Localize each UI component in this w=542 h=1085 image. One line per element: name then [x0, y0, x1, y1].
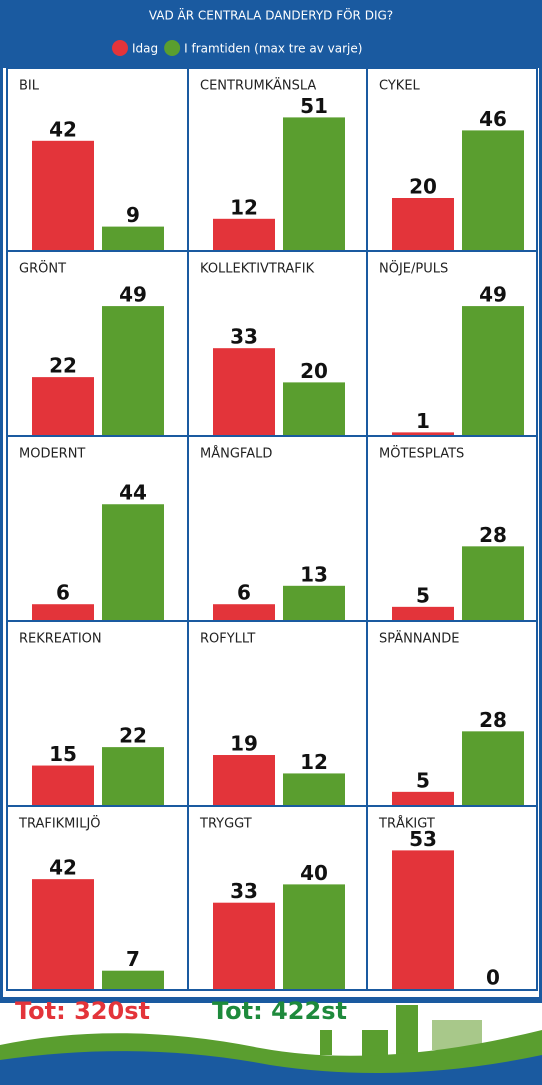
bar — [213, 902, 275, 989]
value-label: 1 — [416, 409, 430, 433]
value-label: 33 — [230, 325, 258, 349]
panel-title: ROFYLLT — [200, 632, 255, 647]
value-label: 9 — [126, 203, 140, 227]
bar — [392, 850, 454, 989]
panel-title: REKREATION — [19, 632, 102, 647]
bar — [102, 970, 164, 989]
panel-title: CENTRUMKÄNSLA — [200, 78, 316, 94]
panel-title: NÖJE/PULS — [379, 260, 448, 277]
bar — [32, 140, 94, 250]
bar — [283, 117, 345, 251]
panel-title: MÖTESPLATS — [379, 445, 464, 462]
header — [0, 0, 542, 68]
panel-title: BIL — [19, 79, 40, 94]
footer-landscape — [0, 1005, 542, 1085]
bar — [462, 731, 524, 805]
value-label: 33 — [230, 879, 258, 903]
panel-title: TRYGGT — [199, 817, 252, 832]
value-label: 15 — [49, 742, 77, 766]
tower — [396, 1005, 418, 1055]
value-label: 28 — [479, 523, 507, 547]
value-label: 22 — [49, 354, 77, 378]
bar — [283, 773, 345, 805]
bar — [102, 306, 164, 435]
value-label: 49 — [119, 283, 147, 307]
bar — [213, 218, 275, 250]
bar — [32, 879, 94, 989]
value-label: 53 — [409, 827, 437, 851]
bar — [462, 306, 524, 435]
building — [320, 1030, 332, 1055]
value-label: 6 — [237, 581, 251, 605]
value-label: 5 — [416, 583, 430, 607]
panel-title: SPÄNNANDE — [379, 631, 459, 647]
value-label: 19 — [230, 732, 258, 756]
total: Tot: 422st — [212, 997, 347, 1025]
value-label: 42 — [49, 117, 77, 141]
value-label: 44 — [119, 481, 147, 505]
value-label: 13 — [300, 562, 328, 586]
panel-title: CYKEL — [379, 79, 421, 94]
value-label: 5 — [416, 768, 430, 792]
building — [362, 1030, 388, 1058]
value-label: 42 — [49, 856, 77, 880]
value-label: 28 — [479, 708, 507, 732]
value-label: 46 — [479, 107, 507, 131]
value-label: 6 — [56, 581, 70, 605]
legend-swatch — [164, 40, 181, 56]
value-label: 51 — [300, 94, 328, 118]
title: VAD ÄR CENTRALA DANDERYD FÖR DIG? — [149, 7, 393, 23]
panel-title: TRÅKIGT — [378, 816, 435, 832]
bar — [32, 377, 94, 435]
value-label: 49 — [479, 283, 507, 307]
bar — [102, 226, 164, 250]
value-label: 20 — [409, 175, 437, 199]
panel-title: MÅNGFALD — [200, 446, 272, 462]
bar — [213, 348, 275, 435]
bar — [462, 546, 524, 620]
bar — [392, 606, 454, 620]
bar — [102, 504, 164, 620]
panel-title: GRÖNT — [19, 260, 66, 277]
total: Tot: 320st — [15, 997, 150, 1025]
bar — [32, 765, 94, 805]
value-label: 12 — [300, 750, 328, 774]
bar — [462, 130, 524, 250]
panel-title: MODERNT — [19, 447, 85, 462]
legend-swatch — [112, 40, 128, 56]
value-label: 20 — [300, 359, 328, 383]
bar — [283, 884, 345, 989]
value-label: 0 — [486, 966, 500, 990]
bar — [392, 198, 454, 250]
bar — [213, 755, 275, 805]
bar — [392, 791, 454, 805]
legend-label: I framtiden (max tre av varje) — [184, 42, 362, 56]
panel-title: KOLLEKTIVTRAFIK — [200, 262, 315, 277]
bar — [283, 585, 345, 620]
bar — [213, 604, 275, 620]
bar — [283, 382, 345, 435]
bar — [392, 432, 454, 435]
value-label: 40 — [300, 861, 328, 885]
value-label: 22 — [119, 724, 147, 748]
water — [0, 1051, 542, 1085]
legend-label: Idag — [132, 42, 158, 56]
value-label: 7 — [126, 947, 140, 971]
bar — [32, 604, 94, 620]
frame — [0, 0, 542, 1003]
panel-title: TRAFIKMILJÖ — [18, 815, 101, 832]
value-label: 12 — [230, 195, 258, 219]
bar — [102, 747, 164, 805]
